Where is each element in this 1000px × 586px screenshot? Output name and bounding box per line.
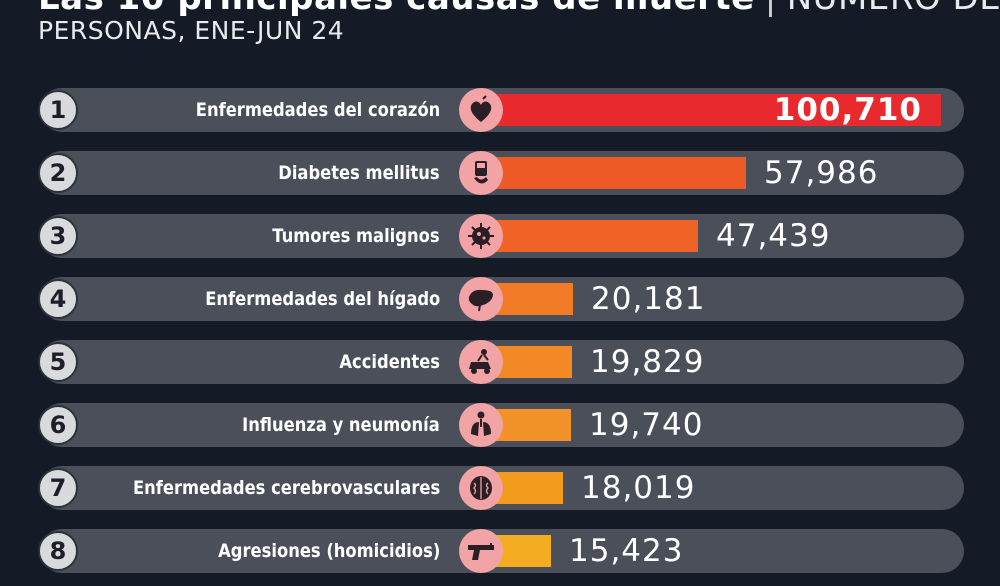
bar bbox=[481, 94, 941, 126]
category-label: Enfermedades del hígado bbox=[204, 288, 440, 310]
value-label: 15,423 bbox=[569, 533, 684, 569]
category-label: Diabetes mellitus bbox=[278, 162, 440, 184]
rank-badge: 3 bbox=[38, 216, 78, 256]
rank-badge: 7 bbox=[38, 468, 78, 508]
category-label: Influenza y neumonía bbox=[242, 414, 440, 436]
value-label: 47,439 bbox=[716, 218, 831, 254]
chart-subtitle: PERSONAS, ENE-JUN 24 bbox=[38, 16, 345, 45]
chart-title-main: Las 10 principales causas de muerte bbox=[38, 0, 755, 18]
rank-badge: 4 bbox=[38, 279, 78, 319]
category-label: Enfermedades cerebrovasculares bbox=[132, 477, 440, 499]
category-label: Tumores malignos bbox=[272, 225, 440, 247]
chart-title: Las 10 principales causas de muerte | NÚME… bbox=[38, 0, 1000, 18]
value-label: 100,710 bbox=[773, 92, 922, 128]
bar-row: 7 Enfermedades cerebrovasculares 18,019 bbox=[38, 466, 964, 510]
rank-badge: 5 bbox=[38, 342, 78, 382]
bar-row: 2 Diabetes mellitus 57,986 bbox=[38, 151, 964, 195]
category-label: Accidentes bbox=[339, 351, 440, 373]
bar-row: 1 Enfermedades del corazón 100,710 bbox=[38, 88, 964, 132]
bar-row: 5 Accidentes 19,829 bbox=[38, 340, 964, 384]
rank-badge: 1 bbox=[38, 90, 78, 130]
bar-row: 3 Tumores malignos 47,439 bbox=[38, 214, 964, 258]
heart-icon bbox=[459, 88, 503, 132]
bar-row: 4 Enfermedades del hígado 20,181 bbox=[38, 277, 964, 321]
title-tail: NÚMERO DE bbox=[787, 0, 1000, 18]
rank-badge: 6 bbox=[38, 405, 78, 445]
value-label: 19,829 bbox=[590, 344, 705, 380]
bar-row: 6 Influenza y neumonía 19,740 bbox=[38, 403, 964, 447]
rank-badge: 8 bbox=[38, 531, 78, 571]
liver-icon bbox=[459, 277, 503, 321]
bar bbox=[481, 157, 746, 189]
lungs-icon bbox=[459, 403, 503, 447]
value-label: 57,986 bbox=[764, 155, 879, 191]
category-label: Enfermedades del corazón bbox=[195, 99, 440, 121]
value-label: 19,740 bbox=[589, 407, 704, 443]
value-label: 18,019 bbox=[581, 470, 696, 506]
value-label: 20,181 bbox=[591, 281, 706, 317]
bar-row: 8 Agresiones (homicidios) 15,423 bbox=[38, 529, 964, 573]
gun-icon bbox=[459, 529, 503, 573]
glucometer-icon bbox=[459, 151, 503, 195]
brain-icon bbox=[459, 466, 503, 510]
car-accident-icon bbox=[459, 340, 503, 384]
category-label: Agresiones (homicidios) bbox=[217, 540, 440, 562]
bar bbox=[481, 220, 698, 252]
rank-badge: 2 bbox=[38, 153, 78, 193]
title-separator: | bbox=[765, 0, 777, 18]
tumor-cell-icon bbox=[459, 214, 503, 258]
